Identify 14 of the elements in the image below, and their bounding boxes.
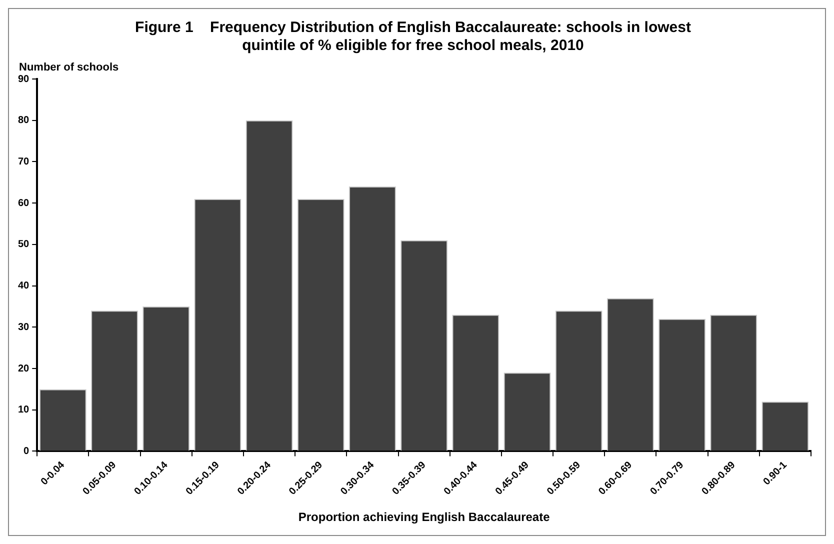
y-axis-title: Number of schools	[19, 62, 119, 74]
text: quintile of % eligible for free school meals, 2010	[242, 37, 584, 54]
y-tick-label: 40	[18, 280, 30, 292]
text: Figure 1 Frequency Distribution of English Baccalaureate: schools in lowest	[135, 19, 691, 36]
y-tick-label: 60	[18, 198, 30, 209]
y-tick-label: 90	[18, 74, 30, 85]
y-tick-label: 30	[18, 322, 30, 333]
y-tick-label: 0	[24, 446, 30, 457]
x-axis-title: Proportion achieving English Baccalaureate	[298, 510, 550, 524]
y-tick-label: 10	[18, 404, 30, 416]
y-tick-label: 50	[18, 239, 30, 250]
y-tick-label: 80	[18, 115, 30, 126]
y-tick-label: 20	[18, 363, 30, 374]
y-tick-label: 70	[18, 156, 30, 168]
